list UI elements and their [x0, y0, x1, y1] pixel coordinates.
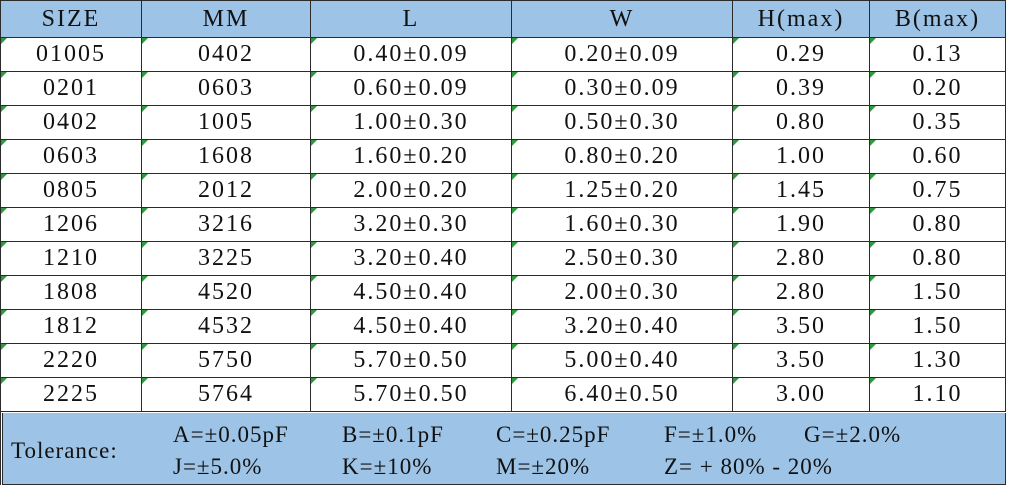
tolerance-item: J=±5.0% — [173, 454, 263, 479]
table-cell: 0.39 — [733, 72, 870, 106]
header-cell: B(max) — [870, 1, 1006, 38]
table-cell: 1.45 — [733, 174, 870, 208]
table-cell: 1.50 — [870, 276, 1006, 310]
table-cell: 4.50±0.40 — [311, 310, 512, 344]
table-cell: 0.75 — [870, 174, 1006, 208]
table-cell: 0.35 — [870, 106, 1006, 140]
table-cell: 0.30±0.09 — [512, 72, 733, 106]
table-cell: 0402 — [142, 38, 311, 72]
table-cell: 1.00 — [733, 140, 870, 174]
table-cell: 1.60±0.30 — [512, 208, 733, 242]
table-cell: 0.80 — [870, 208, 1006, 242]
table-cell: 5750 — [142, 344, 311, 378]
table-cell: 1206 — [1, 208, 142, 242]
table-cell: 1.00±0.30 — [311, 106, 512, 140]
table-cell: 2.50±0.30 — [512, 242, 733, 276]
table-cell: 01005 — [1, 38, 142, 72]
table-cell: 1.25±0.20 — [512, 174, 733, 208]
table-cell: 3.20±0.30 — [311, 208, 512, 242]
table-cell: 1808 — [1, 276, 142, 310]
table-cell: 0.40±0.09 — [311, 38, 512, 72]
table-cell: 1812 — [1, 310, 142, 344]
table-cell: 3216 — [142, 208, 311, 242]
table-cell: 1.30 — [870, 344, 1006, 378]
header-cell: W — [512, 1, 733, 38]
table-cell: 2220 — [1, 344, 142, 378]
table-cell: 0.50±0.30 — [512, 106, 733, 140]
header-cell: L — [311, 1, 512, 38]
table-cell: 4520 — [142, 276, 311, 310]
header-cell: SIZE — [1, 1, 142, 38]
table-cell: 2225 — [1, 378, 142, 412]
tolerance-item: M=±20% — [496, 454, 591, 479]
table-cell: 3.20±0.40 — [512, 310, 733, 344]
table-cell: 1.90 — [733, 208, 870, 242]
tolerance-item: K=±10% — [342, 454, 433, 479]
table-cell: 0.60±0.09 — [311, 72, 512, 106]
table-cell: 0.20±0.09 — [512, 38, 733, 72]
table-cell: 6.40±0.50 — [512, 378, 733, 412]
table-cell: 2.00±0.20 — [311, 174, 512, 208]
header-cell: H(max) — [733, 1, 870, 38]
table-cell: 5.70±0.50 — [311, 344, 512, 378]
table-cell: 2.80 — [733, 276, 870, 310]
tolerance-item: A=±0.05pF — [173, 422, 289, 447]
table-cell: 0603 — [1, 140, 142, 174]
table-cell: 0402 — [1, 106, 142, 140]
table-cell: 1.60±0.20 — [311, 140, 512, 174]
table-cell: 5.00±0.40 — [512, 344, 733, 378]
table-cell: 3225 — [142, 242, 311, 276]
table-cell: 1608 — [142, 140, 311, 174]
table-cell: 3.50 — [733, 344, 870, 378]
table-cell: 0805 — [1, 174, 142, 208]
table-cell: 4532 — [142, 310, 311, 344]
table-cell: 0.80 — [870, 242, 1006, 276]
header-cell: MM — [142, 1, 311, 38]
tolerance-item: G=±2.0% — [804, 422, 902, 447]
table-cell: 1005 — [142, 106, 311, 140]
table-cell: 4.50±0.40 — [311, 276, 512, 310]
table-cell: 0201 — [1, 72, 142, 106]
table-cell: 2.80 — [733, 242, 870, 276]
tolerance-footer: Tolerance: A=±0.05pF B=±0.1pF C=±0.25pF F=±… — [2, 413, 1006, 485]
table-cell: 2012 — [142, 174, 311, 208]
table-cell: 1.50 — [870, 310, 1006, 344]
tolerance-item: F=±1.0% — [664, 422, 758, 447]
tolerance-item: Z= + 80% - 20% — [664, 454, 833, 479]
table-cell: 0.13 — [870, 38, 1006, 72]
table-cell: 0.60 — [870, 140, 1006, 174]
table-cell: 0.20 — [870, 72, 1006, 106]
table-cell: 0.80±0.20 — [512, 140, 733, 174]
table-cell: 3.20±0.40 — [311, 242, 512, 276]
tolerance-item: B=±0.1pF — [342, 422, 444, 447]
table-cell: 0.29 — [733, 38, 870, 72]
tolerance-label: Tolerance: — [11, 438, 118, 463]
table-cell: 0.80 — [733, 106, 870, 140]
table-cell: 3.00 — [733, 378, 870, 412]
tolerance-item: C=±0.25pF — [496, 422, 611, 447]
table-cell: 5764 — [142, 378, 311, 412]
table-cell: 1.10 — [870, 378, 1006, 412]
table-cell: 2.00±0.30 — [512, 276, 733, 310]
table-cell: 3.50 — [733, 310, 870, 344]
table-cell: 5.70±0.50 — [311, 378, 512, 412]
table-cell: 0603 — [142, 72, 311, 106]
table-cell: 1210 — [1, 242, 142, 276]
